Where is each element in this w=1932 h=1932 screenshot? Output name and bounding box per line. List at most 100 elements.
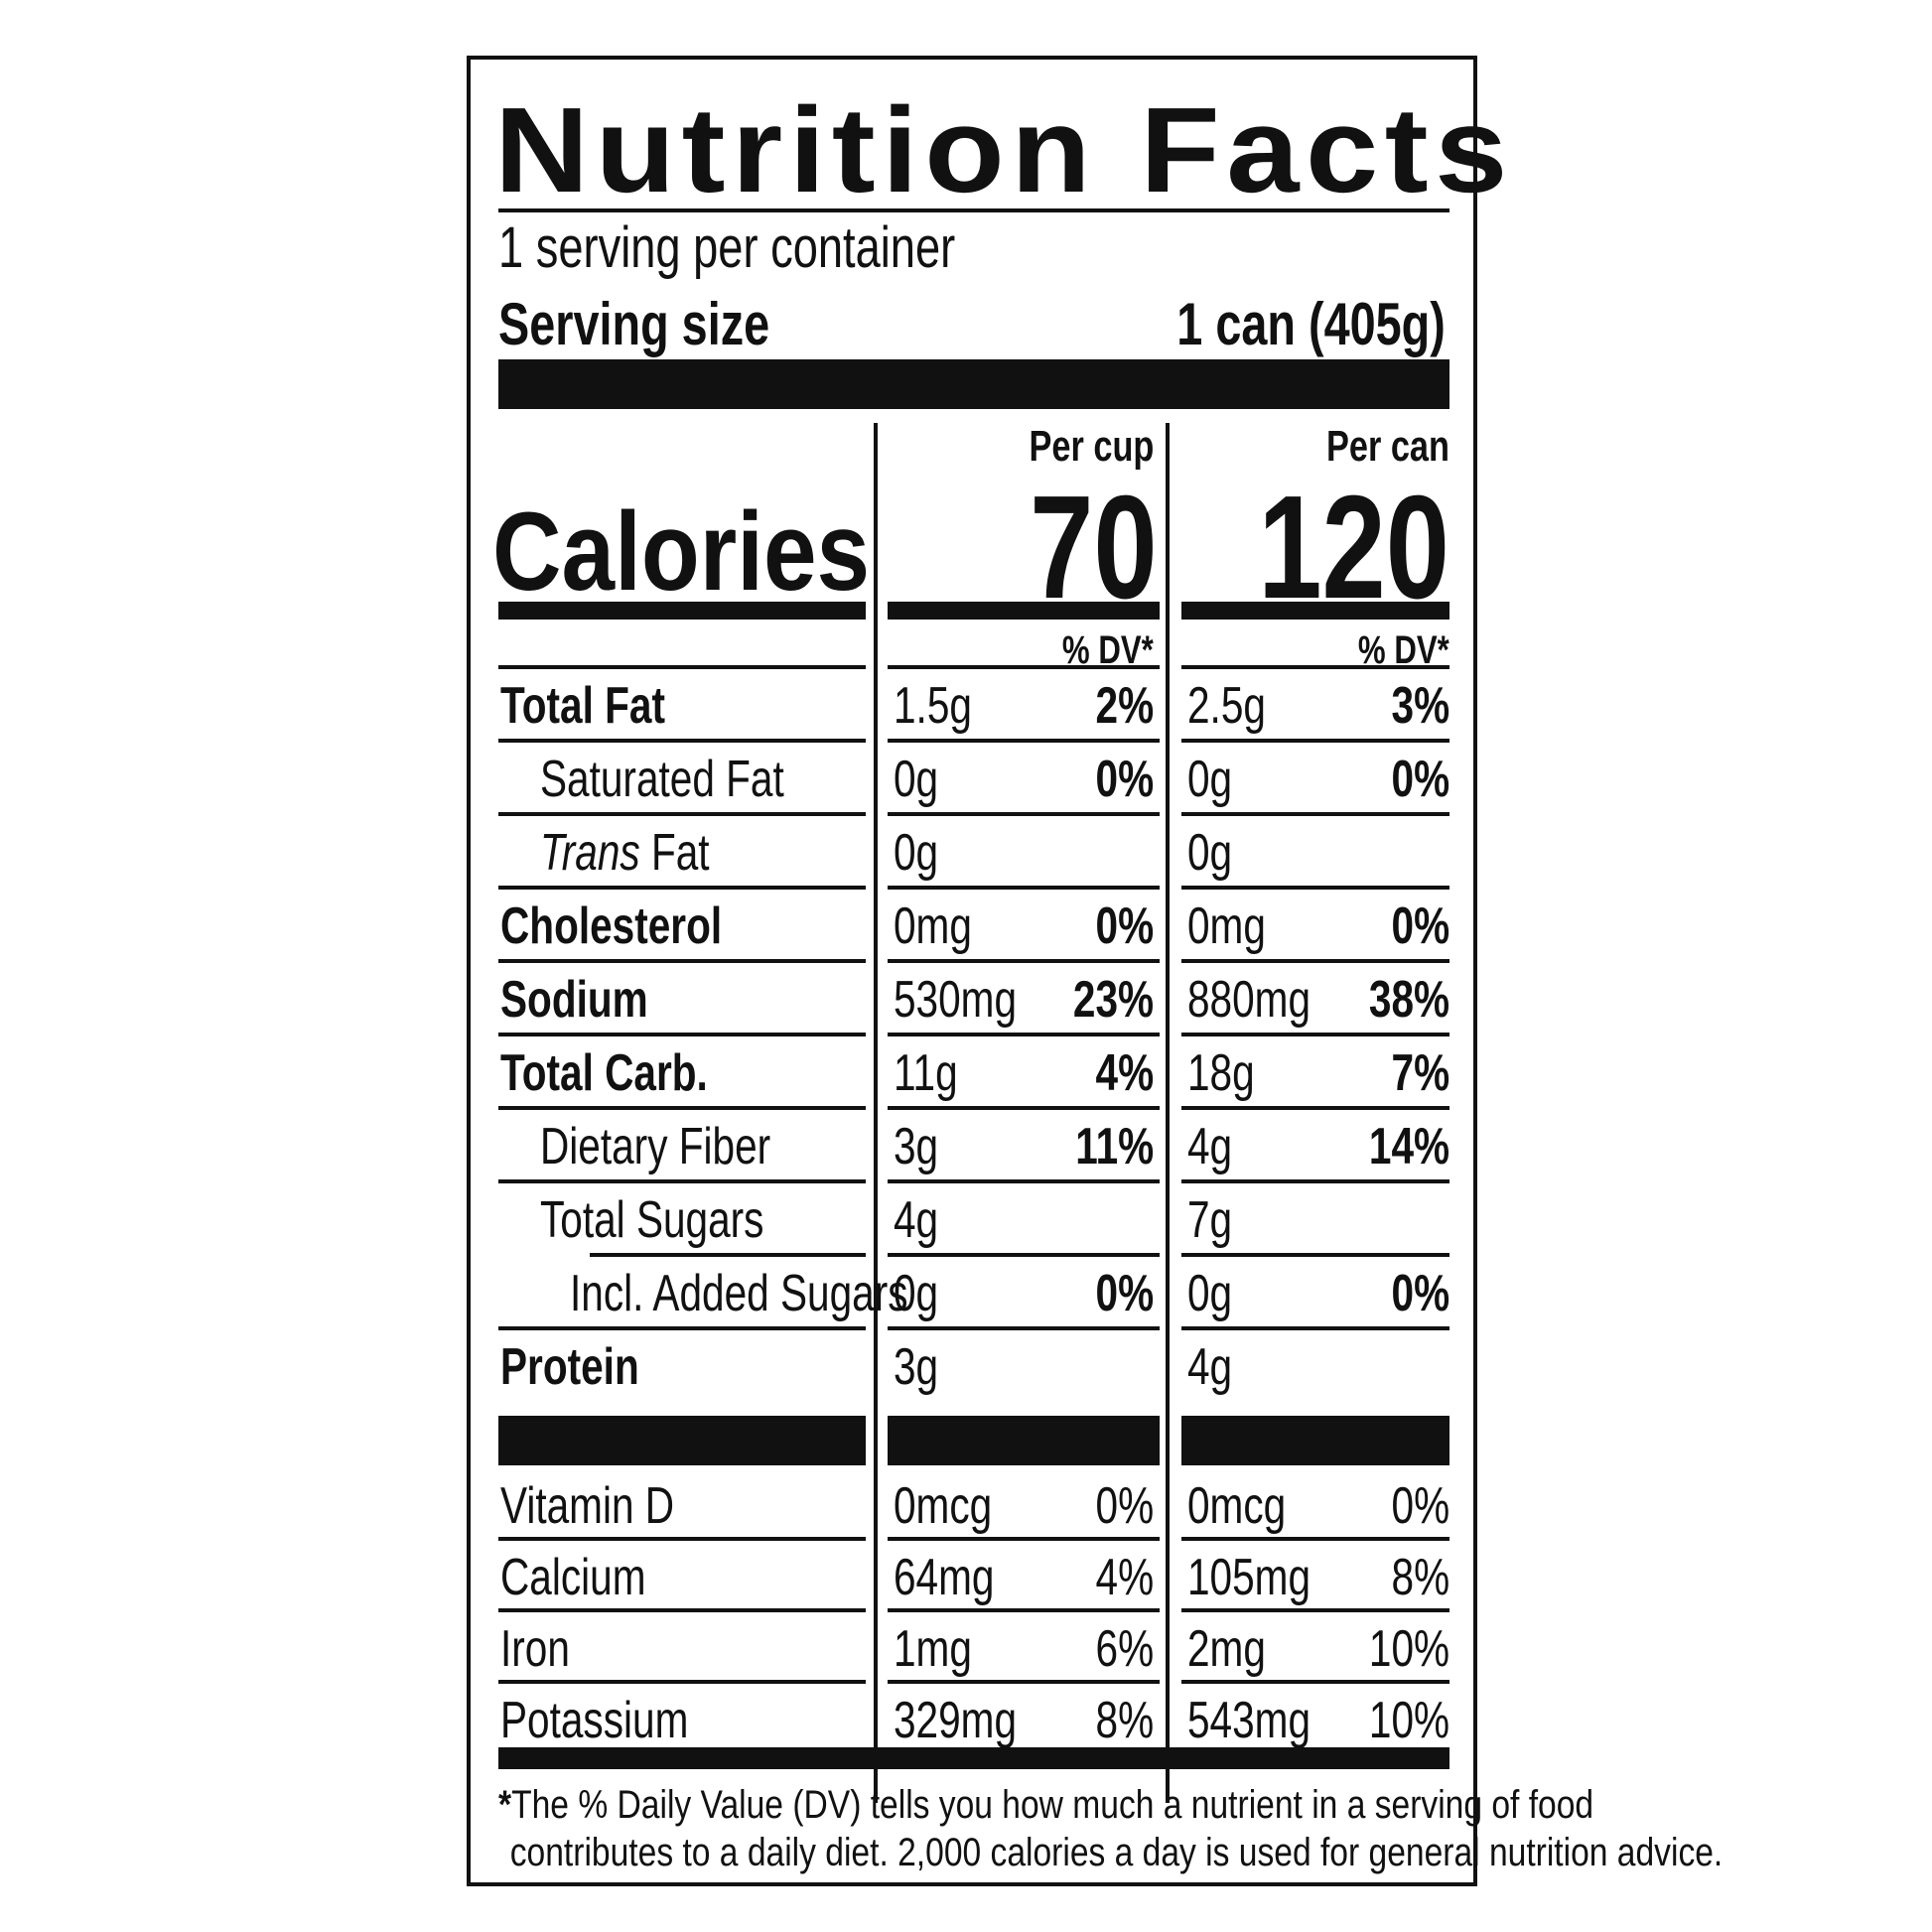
nutrient-name: Total Sugars [540,1183,763,1257]
dv-header-can: % DV* [1358,628,1449,672]
footnote: *The % Daily Value (DV) tells you how mu… [498,1781,1723,1876]
vitamin-cup-dv: 8% [1095,1692,1154,1749]
row-separator [1181,1179,1449,1183]
vitamin-can-dv: 8% [1391,1549,1449,1606]
row-separator [498,959,866,963]
vitamin-can-dv: 0% [1391,1477,1449,1535]
row-separator [1181,1253,1449,1257]
per-cup-header: Per cup [1029,422,1154,471]
vitamin-bar-can [1181,1416,1449,1465]
vitamin-separator [498,1537,866,1541]
nutrition-facts-label: Nutrition Facts 1 serving per container … [467,56,1723,1886]
calories-per-cup: 70 [1030,466,1158,629]
nutrient-can-amount: 2.5g [1187,677,1266,735]
nutrient-can-amount: 4g [1187,1338,1233,1396]
vitamin-cup-amount: 329mg [894,1692,1018,1749]
nutrient-name: Sodium [500,963,648,1036]
per-can-header: Per can [1325,422,1449,471]
vitamin-separator [888,1608,1160,1612]
nutrient-cup-amount: 3g [894,1118,939,1175]
nutrient-can-amount: 4g [1187,1118,1233,1175]
nutrient-cup-dv: 0% [1095,1265,1154,1322]
nutrient-name-text: Fat [639,824,710,882]
row-separator [888,1326,1160,1330]
nutrient-cup-amount: 0mg [894,897,972,955]
nutrient-can-amount: 0g [1187,824,1233,882]
vitamin-separator [1181,1680,1449,1684]
nutrient-cup-amount: 11g [894,1044,958,1102]
footnote-star: * [498,1783,512,1827]
row-separator [498,1326,866,1330]
vitamin-can-amount: 2mg [1187,1620,1266,1678]
row-separator [888,665,1160,669]
row-separator [498,1179,866,1183]
row-separator [498,812,866,816]
title-rule [498,208,1449,212]
row-separator [1181,812,1449,816]
label-title: Nutrition Facts [494,82,1514,217]
nutrient-name-text: Incl. Added Sugars [570,1265,908,1322]
nutrient-name: Dietary Fiber [540,1110,770,1183]
nutrient-can-dv: 0% [1391,751,1449,808]
vitamin-cup-amount: 1mg [894,1620,972,1678]
row-separator [1181,739,1449,743]
nutrient-name: Cholesterol [500,890,722,963]
vitamin-can-amount: 0mcg [1187,1477,1287,1535]
vitamin-cup-dv: 4% [1095,1549,1154,1606]
row-separator [1181,1106,1449,1110]
nutrient-cup-dv: 0% [1095,897,1154,955]
vitamin-separator [1181,1608,1449,1612]
vitamin-cup-amount: 64mg [894,1549,995,1606]
nutrient-name-text: Saturated Fat [540,751,784,808]
thick-divider-bottom [498,1747,1449,1769]
vitamin-can-dv: 10% [1368,1620,1449,1678]
vitamin-separator [498,1680,866,1684]
nutrient-can-dv: 14% [1368,1118,1449,1175]
nutrient-cup-dv: 4% [1095,1044,1154,1102]
nutrient-name: Trans Fat [540,816,710,890]
nutrient-cup-amount: 530mg [894,971,1018,1029]
column-divider-right [1166,423,1170,1803]
vitamin-name: Vitamin D [500,1477,675,1535]
nutrient-cup-dv: 0% [1095,751,1154,808]
row-separator [498,1033,866,1036]
dv-header-cup: % DV* [1062,628,1154,672]
nutrient-name: Protein [500,1330,639,1404]
serving-size-label: Serving size [498,291,770,357]
row-separator [888,739,1160,743]
nutrient-cup-dv: 2% [1095,677,1154,735]
row-separator [888,959,1160,963]
row-separator [1181,959,1449,963]
row-separator [1181,665,1449,669]
vitamin-can-dv: 10% [1368,1692,1449,1749]
row-separator [888,1253,1160,1257]
footnote-line-2: contributes to a daily diet. 2,000 calor… [509,1831,1724,1874]
calories-per-can: 120 [1258,466,1449,629]
vitamin-separator [498,1608,866,1612]
calories-rule-cup [888,602,1160,620]
nutrient-name-text: Protein [500,1338,639,1396]
nutrient-name: Total Fat [500,669,665,743]
serving-size-value: 1 can (405g) [1176,291,1446,357]
nutrient-cup-dv: 11% [1075,1118,1154,1175]
calories-label: Calories [492,489,871,614]
vitamin-cup-amount: 0mcg [894,1477,993,1535]
nutrient-name-text: Total Sugars [540,1191,764,1249]
row-separator [1181,1033,1449,1036]
nutrient-can-dv: 0% [1391,897,1449,955]
nutrient-cup-amount: 3g [894,1338,939,1396]
thick-divider-top [498,359,1449,409]
nutrient-can-dv: 0% [1391,1265,1449,1322]
nutrient-can-dv: 3% [1391,677,1449,735]
column-divider-left [874,423,878,1803]
row-separator [590,1253,866,1257]
nutrient-cup-amount: 4g [894,1191,939,1249]
row-separator [888,886,1160,890]
nutrient-cup-amount: 1.5g [894,677,972,735]
row-separator [498,665,866,669]
vitamin-cup-dv: 0% [1095,1477,1154,1535]
nutrient-cup-dv: 23% [1072,971,1154,1029]
row-separator [888,812,1160,816]
nutrient-name-text: Sodium [500,971,648,1029]
vitamin-can-amount: 105mg [1187,1549,1311,1606]
